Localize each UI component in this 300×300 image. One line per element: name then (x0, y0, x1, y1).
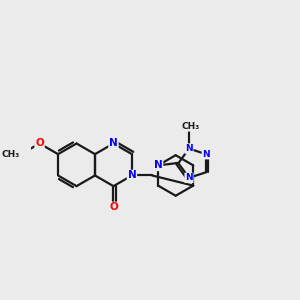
Text: O: O (109, 202, 118, 212)
Text: CH₃: CH₃ (2, 150, 20, 159)
Text: N: N (202, 150, 210, 159)
Text: N: N (185, 144, 193, 153)
Text: N: N (185, 173, 193, 182)
Text: O: O (35, 139, 44, 148)
Text: N: N (154, 160, 163, 170)
Text: CH₃: CH₃ (181, 122, 200, 131)
Text: N: N (128, 170, 136, 181)
Text: N: N (109, 139, 118, 148)
